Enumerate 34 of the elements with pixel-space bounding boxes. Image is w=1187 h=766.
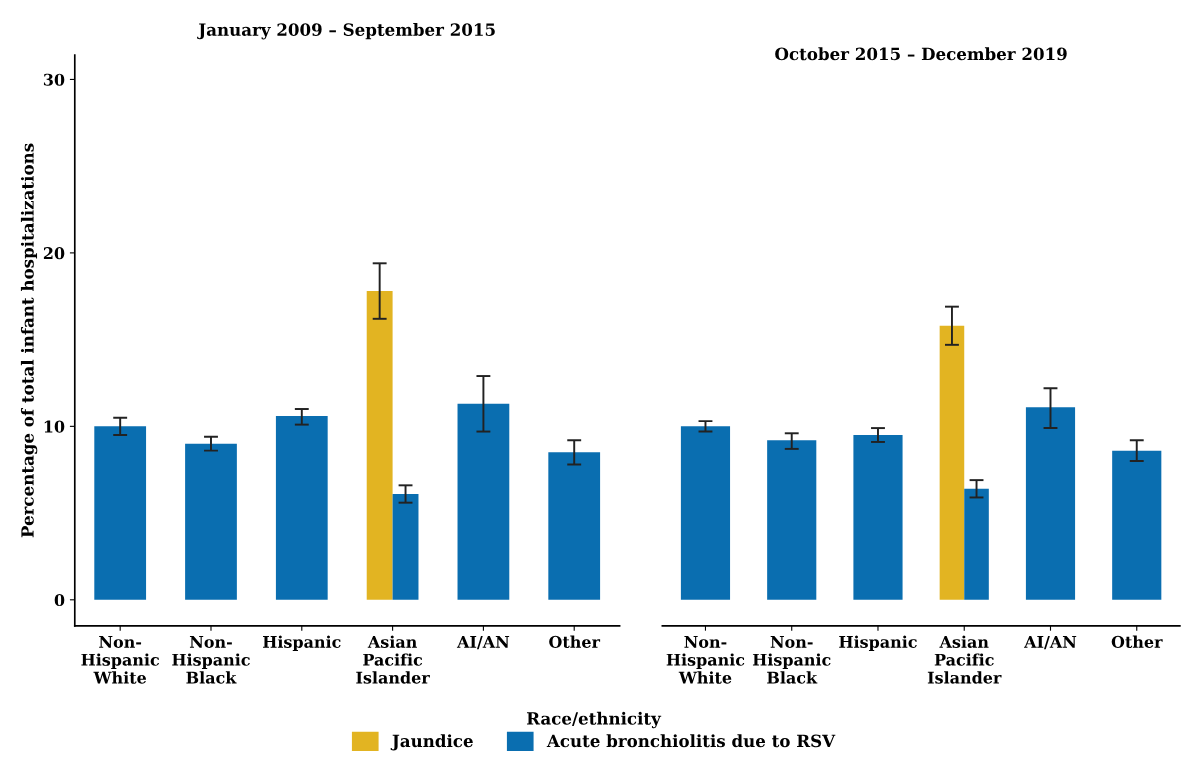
bar bbox=[457, 403, 510, 600]
bar bbox=[680, 426, 731, 600]
x-tick-label: Asian Pacific Islander bbox=[927, 635, 1002, 684]
bar bbox=[767, 440, 817, 600]
bar bbox=[94, 426, 147, 600]
x-tick-label: Non- Hispanic Black bbox=[752, 636, 831, 684]
bar bbox=[275, 415, 328, 600]
y-tick-label: 0 bbox=[54, 594, 65, 607]
x-tick-label: Asian Pacific Islander bbox=[356, 635, 430, 684]
x-tick-label: Non- Hispanic White bbox=[81, 636, 159, 684]
bar bbox=[1025, 407, 1076, 600]
x-tick-label: Non- Hispanic Black bbox=[172, 636, 250, 684]
bar bbox=[853, 435, 903, 600]
y-tick-label: 20 bbox=[43, 247, 65, 260]
y-tick-label: 30 bbox=[43, 73, 65, 86]
x-tick-label: Other bbox=[549, 635, 601, 648]
x-tick-label: AI/AN bbox=[456, 636, 510, 650]
legend-label: Acute bronchiolitis due to RSV bbox=[546, 734, 836, 748]
bar bbox=[366, 291, 393, 600]
x-axis-title: Race/ethnicity bbox=[526, 711, 662, 729]
x-tick-label: Hispanic bbox=[839, 635, 917, 651]
chart-title: October 2015 – December 2019 bbox=[775, 47, 1067, 61]
bar bbox=[939, 325, 965, 600]
y-tick-label: 10 bbox=[44, 420, 65, 433]
x-tick-label: Other bbox=[1111, 635, 1163, 648]
x-tick-label: Non- Hispanic White bbox=[666, 636, 745, 684]
legend-label: Jaundice bbox=[390, 734, 473, 751]
bar bbox=[1112, 450, 1162, 600]
x-tick-label: AI/AN bbox=[1024, 636, 1077, 650]
x-tick-label: Hispanic bbox=[263, 635, 341, 651]
y-axis-title: Percentage of total infant hospitalizations bbox=[20, 143, 38, 538]
bar bbox=[548, 452, 601, 600]
bar bbox=[185, 443, 237, 600]
chart-title: January 2009 – September 2015 bbox=[197, 23, 495, 40]
